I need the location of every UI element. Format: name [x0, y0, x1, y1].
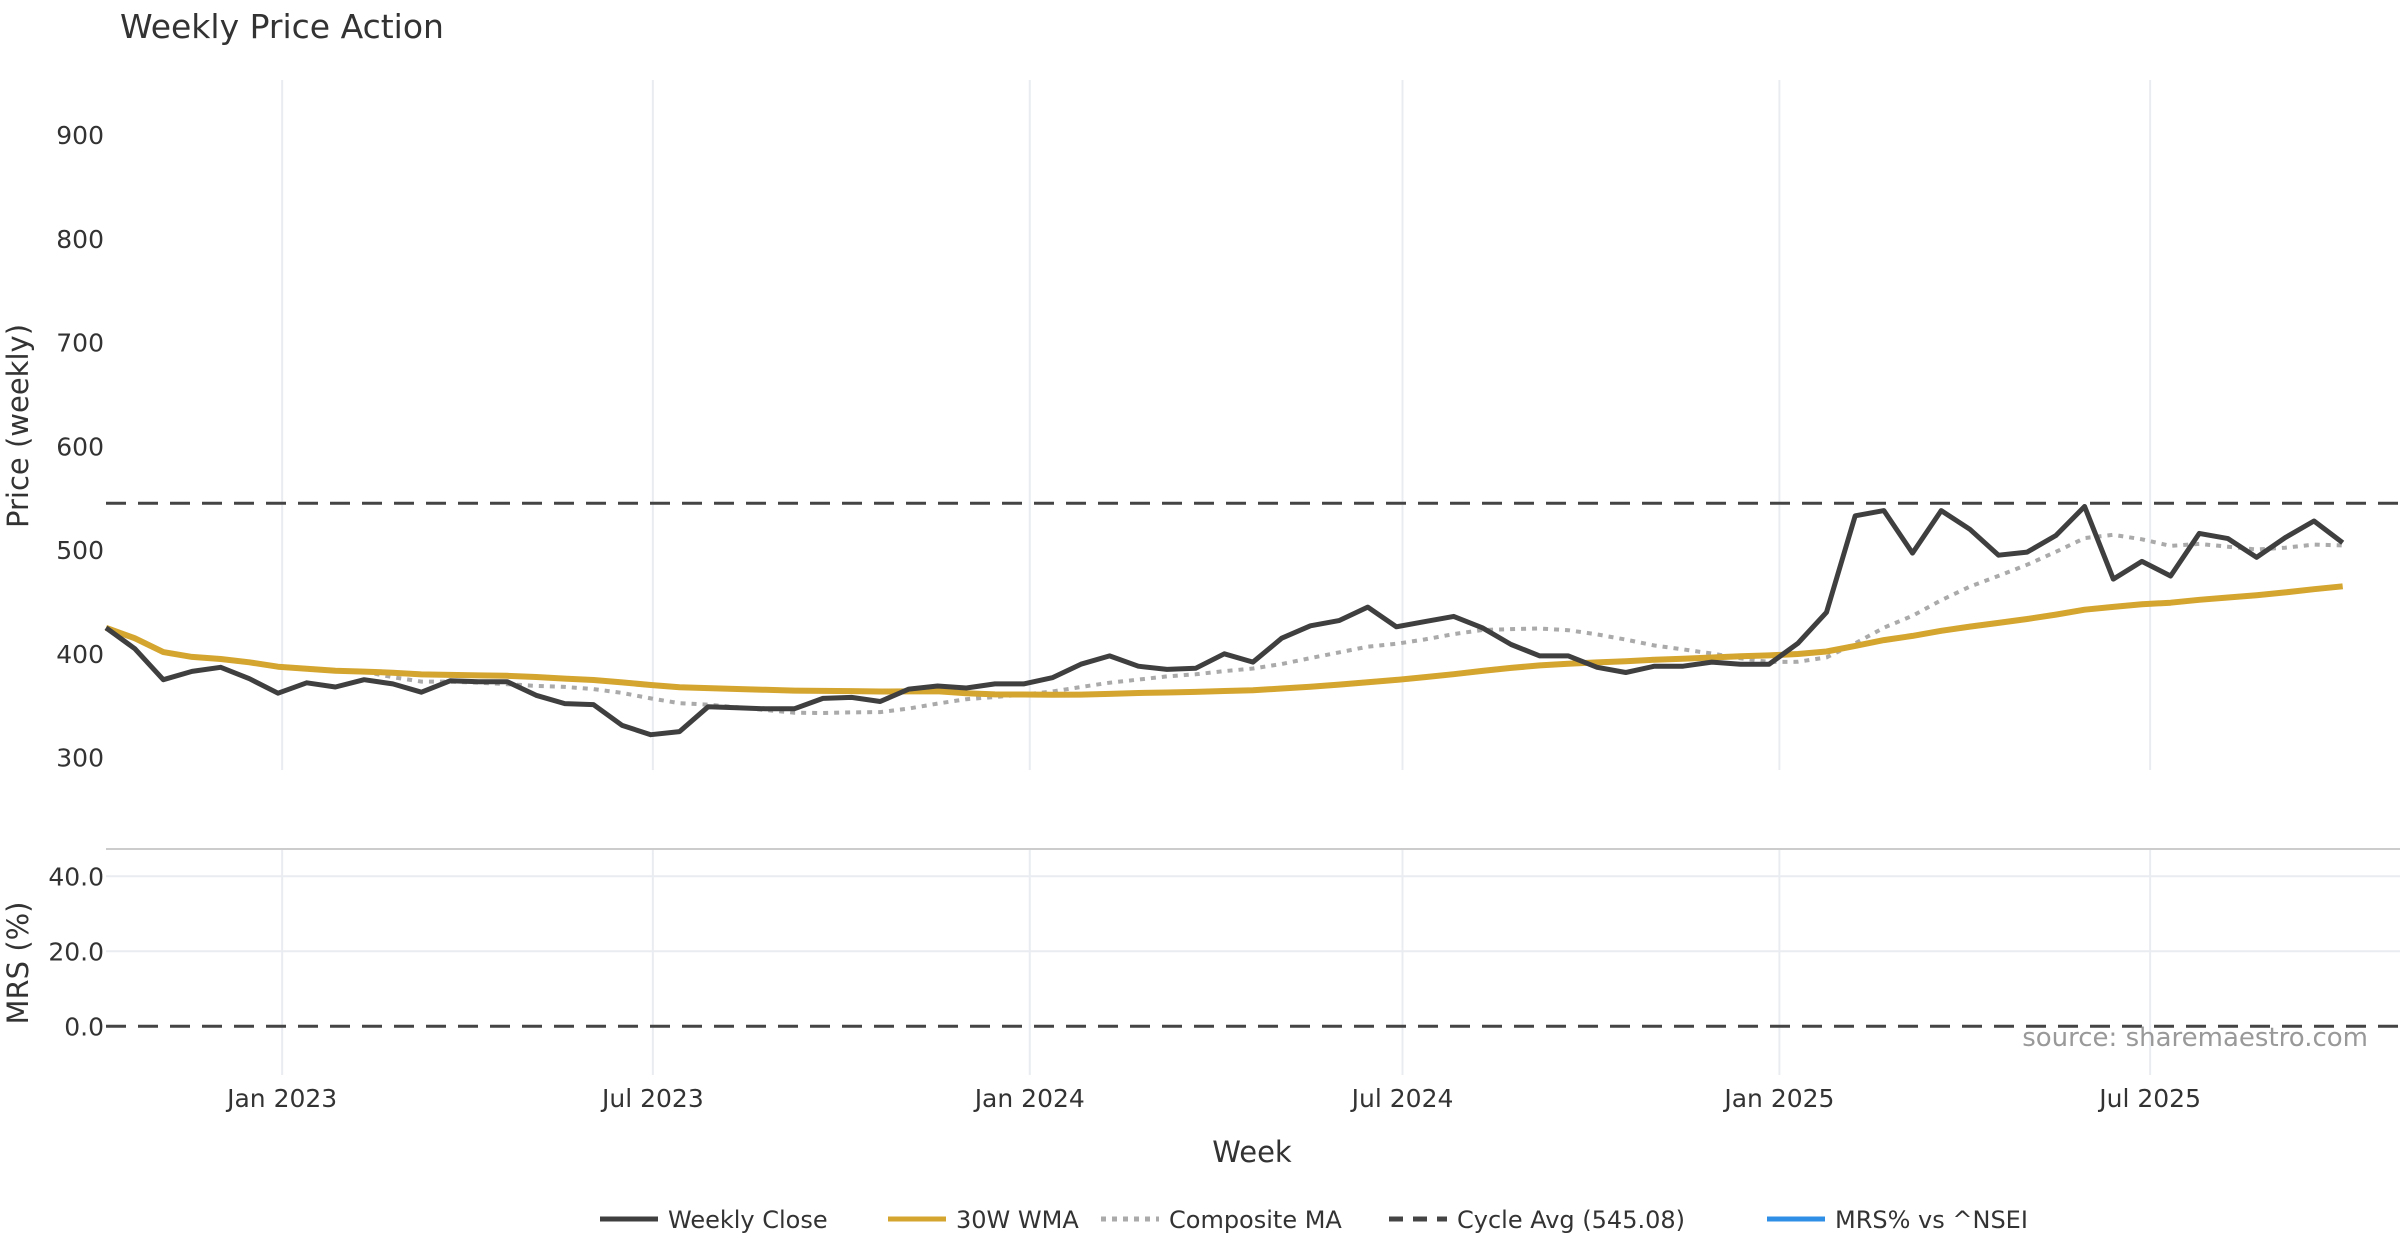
price-grid [281, 80, 2152, 770]
weekly-close-line [104, 504, 2345, 738]
price-y-tick-label: 300 [56, 744, 104, 773]
x-tick-label: Jan 2023 [225, 1084, 337, 1113]
mrs-y-ticks: 0.0 20.0 40.0 [48, 862, 104, 1041]
price-panel: 300 400 500 600 700 800 900 Price (weekly) [1, 80, 2400, 773]
mrs-y-tick-label: 20.0 [48, 937, 104, 966]
legend-label: 30W WMA [956, 1206, 1079, 1234]
price-y-tick-label: 700 [56, 329, 104, 358]
legend-label: Composite MA [1169, 1206, 1342, 1234]
x-ticks: Jan 2023 Jul 2023 Jan 2024 Jul 2024 Jan 2025… [225, 1084, 2201, 1113]
mrs-y-axis-label: MRS (%) [1, 902, 35, 1025]
legend-label: Weekly Close [668, 1206, 828, 1234]
x-tick-label: Jan 2025 [1722, 1084, 1834, 1113]
legend: Weekly Close 30W WMA Composite MA Cycle Avg… [600, 1206, 2028, 1234]
price-y-axis-label: Price (weekly) [1, 324, 35, 528]
mrs-y-tick-label: 0.0 [64, 1012, 104, 1041]
price-y-tick-label: 400 [56, 640, 104, 669]
wma-30w-line [104, 583, 2344, 698]
chart-title: Weekly Price Action [120, 7, 444, 46]
x-tick-label: Jul 2024 [1350, 1084, 1454, 1113]
price-y-ticks: 300 400 500 600 700 800 900 [56, 121, 104, 773]
mrs-grid [106, 850, 2400, 1075]
mrs-y-tick-label: 40.0 [48, 862, 104, 891]
x-tick-label: Jul 2023 [600, 1084, 704, 1113]
price-y-tick-label: 800 [56, 225, 104, 254]
x-axis-label: Week [1212, 1135, 1292, 1169]
x-tick-label: Jul 2025 [2097, 1084, 2201, 1113]
price-y-tick-label: 600 [56, 432, 104, 461]
legend-label: MRS% vs ^NSEI [1835, 1206, 2028, 1234]
price-y-tick-label: 500 [56, 536, 104, 565]
watermark: source: sharemaestro.com [2022, 1023, 2368, 1053]
mrs-panel: 0.0 20.0 40.0 MRS (%) source: sharemaestro… [1, 848, 2400, 1075]
legend-label: Cycle Avg (545.08) [1457, 1206, 1685, 1234]
price-y-tick-label: 900 [56, 121, 104, 150]
x-tick-label: Jan 2024 [973, 1084, 1085, 1113]
